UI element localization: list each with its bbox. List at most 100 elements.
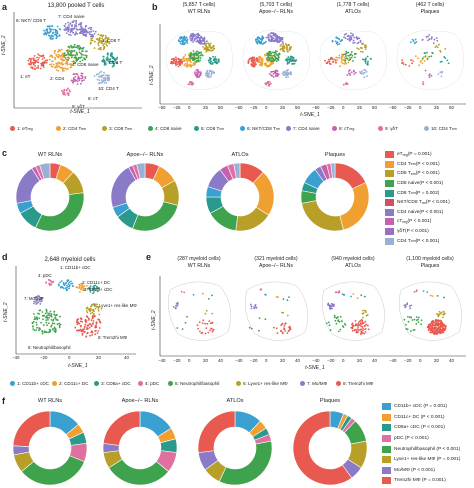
tsne-d-point bbox=[59, 286, 62, 289]
tsne-b-point bbox=[269, 62, 272, 64]
tsne-e-point bbox=[420, 323, 422, 326]
tsne-b-point bbox=[340, 39, 343, 42]
tsne-a-point bbox=[43, 29, 45, 32]
tsne-e-point bbox=[204, 332, 207, 335]
tsne-b-point bbox=[255, 60, 258, 62]
tsne-d-point bbox=[93, 303, 96, 305]
tsne-a-point bbox=[45, 32, 48, 35]
tsne-e-point bbox=[427, 329, 430, 332]
tsne-e-point bbox=[275, 327, 278, 330]
tsne-e-point bbox=[437, 319, 440, 322]
tsne-b-point bbox=[175, 58, 178, 61]
tsne-d-point bbox=[48, 283, 51, 285]
tsne-d-point bbox=[94, 333, 97, 336]
tsne-b-point bbox=[250, 60, 253, 63]
tsne-b-point bbox=[269, 82, 272, 85]
tsne-b-point bbox=[262, 36, 265, 39]
p-legend-sub: em bbox=[410, 162, 416, 167]
tsne-a-point bbox=[58, 28, 61, 30]
tsne-e-tick: −20 bbox=[327, 358, 335, 363]
tsne-a-point bbox=[106, 74, 109, 77]
tsne-d-point bbox=[46, 316, 48, 319]
tsne-d-point bbox=[41, 311, 44, 313]
tsne-b-point bbox=[404, 63, 407, 66]
tsne-d-point bbox=[45, 282, 48, 284]
tsne-d-point bbox=[87, 287, 90, 290]
tsne-a-point bbox=[57, 64, 60, 67]
tsne-b-point bbox=[291, 63, 293, 65]
tsne-d-point bbox=[70, 280, 72, 283]
tsne-b-point bbox=[204, 47, 207, 49]
tsne-e-point bbox=[434, 321, 436, 324]
tsne-e-point bbox=[284, 330, 287, 332]
tsne-a-point bbox=[99, 75, 102, 78]
tsne-e-point bbox=[211, 330, 214, 333]
tsne-e-point bbox=[417, 318, 419, 321]
tsne-b-point bbox=[275, 69, 278, 72]
tsne-d-point bbox=[81, 321, 84, 323]
tsne-b-point bbox=[347, 61, 350, 64]
tsne-e-point bbox=[360, 328, 363, 331]
tsne-e-point bbox=[282, 298, 285, 300]
tsne-e-point bbox=[276, 332, 279, 334]
tsne-d-point bbox=[84, 319, 87, 322]
tsne-b-point bbox=[350, 56, 353, 59]
tsne-d-point bbox=[89, 308, 91, 311]
tsne-e-point bbox=[202, 319, 205, 322]
p-legend-pvalue: (P = 0.002) bbox=[415, 190, 440, 196]
tsne-e-point bbox=[404, 305, 407, 308]
donut-c-slice bbox=[233, 162, 241, 179]
tsne-b-point bbox=[278, 37, 281, 39]
tsne-b-point bbox=[286, 50, 289, 53]
legend-item: 6: Lyve1+ res-like MΦ bbox=[236, 381, 288, 386]
tsne-a-point bbox=[91, 39, 94, 42]
tsne-a-point bbox=[100, 70, 103, 73]
tsne-b-point bbox=[337, 56, 339, 59]
tsne-b-point bbox=[357, 41, 360, 44]
tsne-b-count: (462 T cells) bbox=[415, 2, 445, 8]
tsne-a-point bbox=[102, 80, 105, 82]
tsne-d-point bbox=[83, 285, 86, 288]
tsne-a-point bbox=[85, 54, 88, 57]
tsne-a-point bbox=[56, 32, 58, 35]
tsne-e-point bbox=[436, 331, 439, 333]
tsne-a-point bbox=[100, 34, 103, 36]
tsne-b-point bbox=[338, 38, 341, 41]
p-legend-swatch bbox=[385, 151, 394, 159]
tsne-a-point bbox=[102, 44, 104, 46]
tsne-b-point bbox=[185, 40, 188, 43]
tsne-a-point bbox=[66, 49, 69, 52]
tsne-b-name: Apoe−/− RLNs bbox=[258, 9, 294, 15]
tsne-b-point bbox=[346, 38, 349, 41]
tsne-a-point bbox=[35, 67, 38, 69]
tsne-a-point bbox=[94, 30, 97, 33]
tsne-b-point bbox=[207, 49, 209, 52]
tsne-b-point bbox=[275, 60, 278, 63]
tsne-d-point bbox=[68, 285, 71, 288]
tsne-a-point bbox=[80, 53, 83, 56]
tsne-e-point bbox=[429, 294, 432, 297]
tsne-a-point bbox=[33, 67, 36, 70]
tsne-d-point bbox=[38, 309, 41, 312]
tsne-d-point bbox=[36, 317, 38, 319]
tsne-b-point bbox=[344, 37, 347, 40]
p-legend-pvalue: (P < 0.001) bbox=[405, 229, 429, 235]
tsne-d-point bbox=[58, 322, 61, 325]
tsne-a-point bbox=[106, 59, 108, 62]
tsne-a-point bbox=[75, 31, 77, 33]
tsne-b-point bbox=[210, 73, 213, 75]
tsne-e-point bbox=[264, 293, 266, 296]
tsne-e-point bbox=[405, 323, 407, 326]
tsne-b-point bbox=[265, 83, 267, 86]
tsne-e-point bbox=[360, 294, 363, 297]
tsne-a-point bbox=[65, 89, 68, 92]
tsne-e-tick: −20 bbox=[173, 358, 181, 363]
tsne-d-point bbox=[72, 285, 74, 288]
tsne-b-point bbox=[335, 36, 338, 39]
tsne-b-point bbox=[362, 58, 365, 61]
tsne-plot-d bbox=[15, 266, 136, 355]
tsne-e-point bbox=[430, 320, 433, 323]
tsne-b-point bbox=[352, 33, 354, 35]
tsne-e-point bbox=[334, 291, 337, 294]
